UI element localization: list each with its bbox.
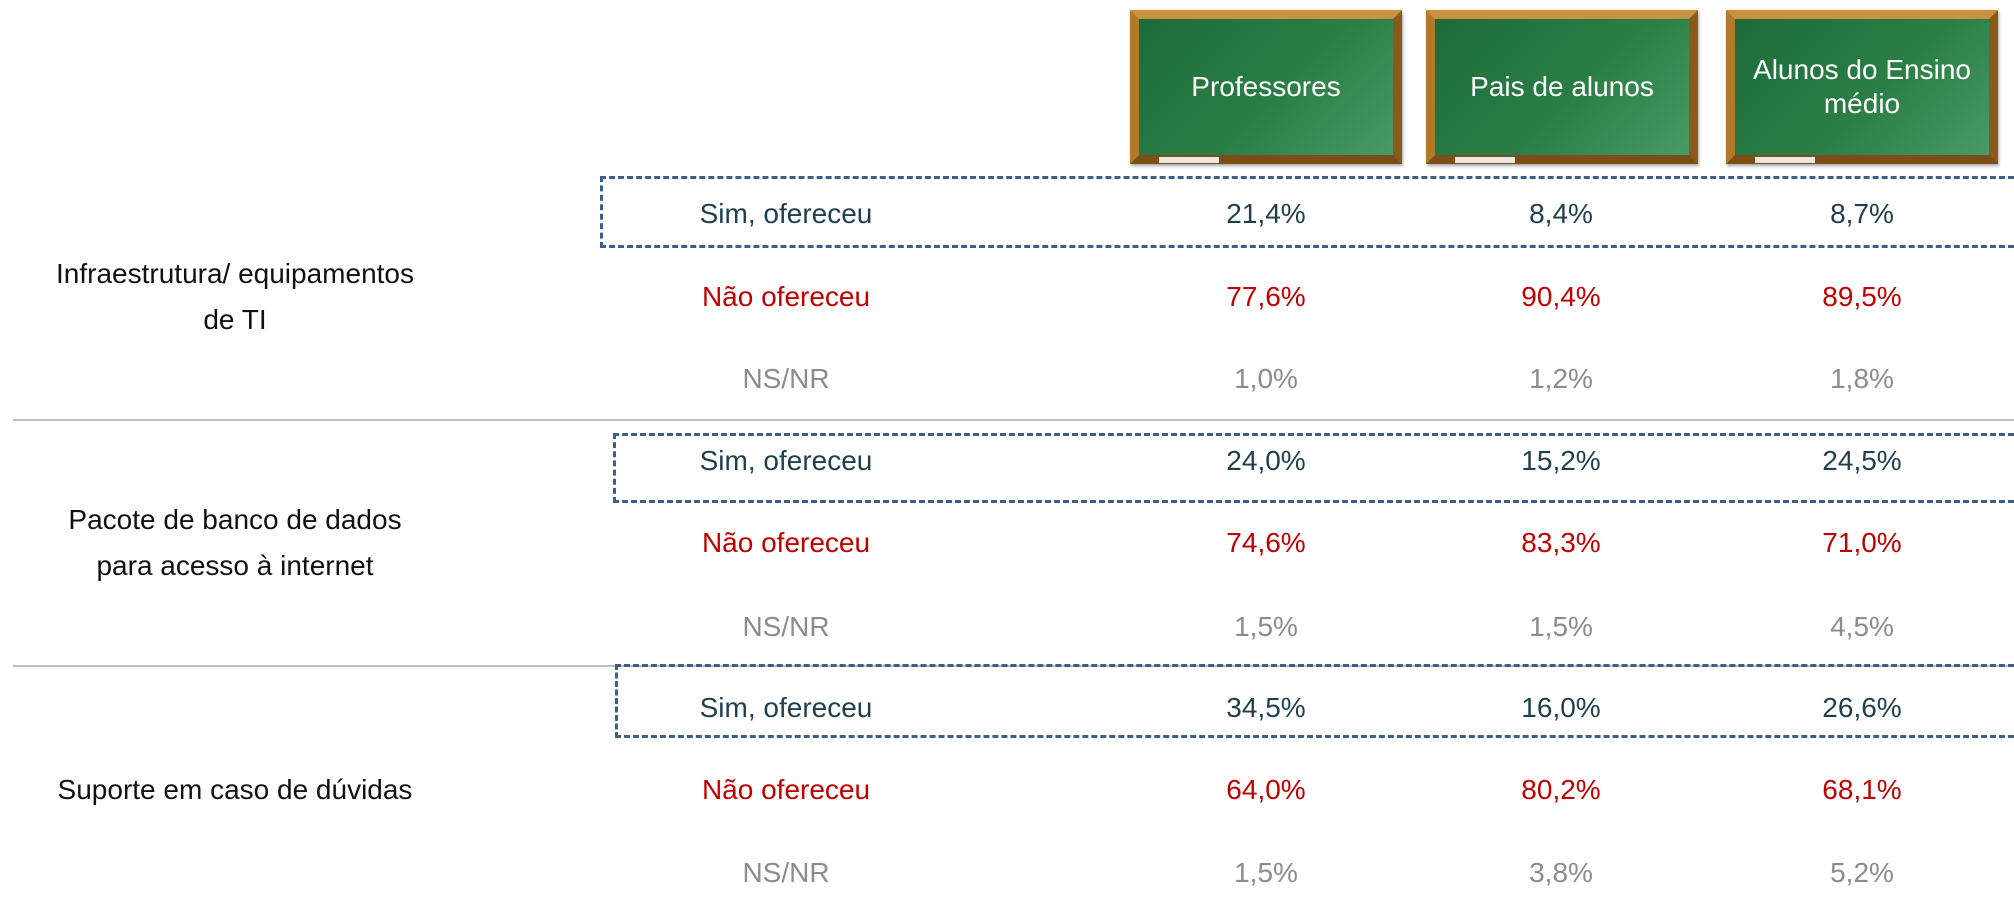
highlight-box [613, 433, 2014, 503]
value-cell: 80,2% [1521, 774, 1601, 805]
value-cell: 1,5% [1234, 857, 1298, 888]
value-cell: 3,8% [1529, 857, 1593, 888]
value-cell: 8,4% [1529, 198, 1593, 229]
column-header: Alunos do Ensino médio [1726, 10, 1998, 164]
label-line: Pacote de banco de dados [68, 504, 402, 535]
chalk [1455, 157, 1515, 163]
group-label: Pacote de banco de dados para acesso à in… [68, 497, 401, 589]
row-label: NS/NR [742, 363, 830, 394]
group-label: Suporte em caso de dúvidas [58, 767, 413, 813]
label-line: Suporte em caso de dúvidas [57, 774, 413, 805]
value-cell: 34,5% [1226, 692, 1306, 723]
value-cell: 5,2% [1830, 857, 1894, 888]
label-line: de TI [203, 304, 267, 335]
value-cell: 16,0% [1521, 692, 1601, 723]
highlight-box [600, 176, 2014, 248]
value-cell: 21,4% [1226, 198, 1306, 229]
value-cell: 64,0% [1226, 774, 1306, 805]
divider [13, 419, 2014, 421]
value-cell: 68,1% [1822, 774, 1902, 805]
row-label: NS/NR [742, 611, 830, 642]
row-label: Não ofereceu [701, 527, 871, 558]
label-line: Infraestrutura/ equipamentos [56, 258, 414, 289]
column-header: Professores [1130, 10, 1402, 164]
value-cell: 4,5% [1830, 611, 1894, 642]
row-label: Sim, ofereceu [699, 692, 873, 723]
value-cell: 1,0% [1234, 363, 1298, 394]
highlight-box [615, 664, 2014, 738]
value-cell: 26,6% [1822, 692, 1902, 723]
column-header: Pais de alunos [1426, 10, 1698, 164]
row-label: Sim, ofereceu [699, 445, 873, 476]
row-label: Não ofereceu [701, 774, 871, 805]
value-cell: 89,5% [1822, 281, 1902, 312]
chalk [1159, 157, 1219, 163]
group-label: Infraestrutura/ equipamentos de TI [56, 251, 414, 343]
value-cell: 1,8% [1830, 363, 1894, 394]
chalk [1755, 157, 1815, 163]
value-cell: 71,0% [1822, 527, 1902, 558]
row-label: NS/NR [742, 857, 830, 888]
row-label: Não ofereceu [701, 281, 871, 312]
value-cell: 24,0% [1226, 445, 1306, 476]
value-cell: 1,5% [1234, 611, 1298, 642]
value-cell: 1,5% [1529, 611, 1593, 642]
value-cell: 74,6% [1226, 527, 1306, 558]
value-cell: 1,2% [1529, 363, 1593, 394]
value-cell: 77,6% [1226, 281, 1306, 312]
row-label: Sim, ofereceu [699, 198, 873, 229]
value-cell: 15,2% [1521, 445, 1601, 476]
value-cell: 24,5% [1822, 445, 1902, 476]
value-cell: 83,3% [1521, 527, 1601, 558]
label-line: para acesso à internet [96, 550, 374, 581]
value-cell: 90,4% [1521, 281, 1601, 312]
value-cell: 8,7% [1830, 198, 1894, 229]
